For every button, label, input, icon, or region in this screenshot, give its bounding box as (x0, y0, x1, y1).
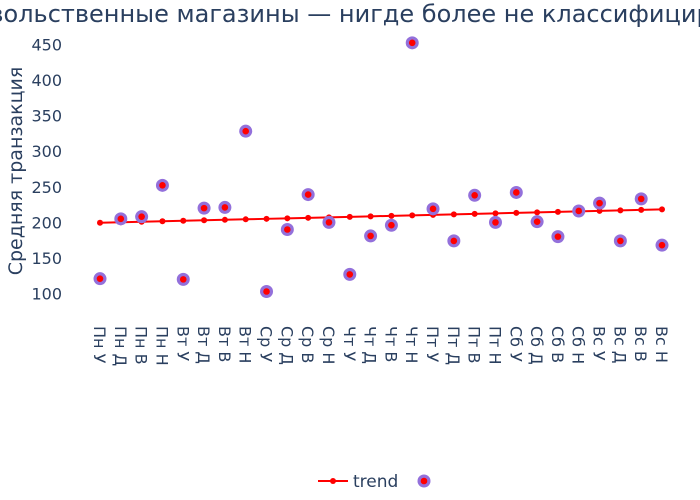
y-tick-label: 250 (31, 178, 62, 197)
scatter-series (93, 36, 669, 298)
scatter-point (179, 276, 187, 283)
scatter-point (450, 237, 458, 245)
chart-title: Непродовольственные магазины — нигде бол… (0, 0, 700, 28)
y-tick-label: 450 (31, 35, 62, 54)
x-tick-label: Пт Д (444, 326, 463, 365)
x-tick-label: Чт У (340, 326, 359, 361)
x-tick-label: Чт В (381, 326, 400, 362)
scatter-point (159, 182, 166, 189)
scatter-point (429, 205, 437, 213)
trend-point (638, 206, 645, 213)
x-tick-label: Пн Н (152, 326, 171, 366)
x-tick-label: Чт Н (402, 326, 421, 363)
y-axis-label: Средняя транзакция (5, 67, 27, 276)
x-tick-label: Вс Н (652, 326, 671, 363)
scatter-point (575, 207, 583, 215)
trend-line (99, 208, 663, 224)
scatter-point (554, 233, 562, 240)
trend-point (284, 215, 291, 222)
y-tick-label: 350 (31, 107, 62, 126)
x-tick-label: Вс Д (610, 326, 629, 363)
x-tick-label: Сб Д (527, 326, 546, 365)
scatter-point (200, 204, 208, 212)
trend-point (263, 215, 270, 222)
trend-point (159, 218, 166, 225)
x-tick-label: Пн В (132, 326, 151, 365)
x-tick-label: Ср У (257, 326, 276, 362)
scatter-point (492, 219, 499, 226)
scatter-point (304, 191, 312, 198)
legend[interactable]: trend (318, 472, 431, 492)
x-tick-label: Пт Н (485, 326, 504, 364)
trend-point (221, 216, 228, 223)
x-tick-label: Сб Н (569, 326, 588, 364)
scatter-point (408, 39, 416, 47)
x-tick-label: Вт У (173, 326, 192, 361)
scatter-point (96, 275, 104, 282)
scatter-point (367, 232, 374, 240)
trend-point (659, 206, 665, 213)
scatter-point (263, 288, 270, 295)
scatter-point (325, 219, 333, 226)
y-tick-label: 150 (31, 249, 62, 268)
x-tick-label: Пн Д (111, 326, 130, 366)
scatter-point (658, 241, 666, 249)
x-tick-label: Сб В (548, 326, 567, 363)
scatter-point (637, 195, 645, 203)
scatter-point (242, 127, 250, 135)
y-tick-label: 100 (31, 285, 62, 304)
trend-point (180, 217, 187, 224)
trend-point (346, 213, 353, 220)
x-tick-label: Вт Д (194, 326, 213, 364)
x-tick-label: Вс В (631, 326, 650, 362)
x-tick-label: Сб У (506, 326, 525, 362)
x-tick-label: Чт Д (361, 326, 380, 364)
scatter-point (388, 221, 395, 229)
trend-point (305, 214, 312, 221)
x-tick-label: Пт В (465, 326, 484, 363)
trend-point (617, 207, 624, 214)
trend-point (97, 219, 103, 226)
trend-point (471, 210, 478, 217)
x-tick-label: Вт Н (236, 326, 255, 363)
scatter-point (284, 226, 291, 233)
scatter-point (117, 215, 125, 223)
y-tick-label: 300 (31, 142, 62, 161)
trend-point (554, 208, 561, 215)
scatter-point (346, 271, 354, 278)
trend-point (388, 212, 395, 219)
x-tick-label: Вт В (215, 326, 234, 362)
trend-point (450, 211, 457, 218)
scatter-point (617, 237, 624, 245)
legend-trend-marker (330, 478, 336, 484)
trend-point (409, 212, 416, 219)
x-tick-label: Вс У (590, 326, 609, 361)
trend-point (492, 210, 499, 217)
scatter-point (533, 218, 541, 225)
x-axis-ticks: Пн У Пн Д Пн В Пн Н Вт У Вт Д Вт В Вт Н Ср У Ср Д… (90, 326, 671, 366)
trend-point (367, 213, 374, 220)
legend-trend-label: trend (353, 472, 398, 492)
trend-point (242, 216, 249, 223)
y-tick-label: 200 (31, 213, 62, 232)
scatter-point (596, 199, 603, 207)
trend-point (513, 209, 520, 216)
x-tick-label: Пт У (423, 326, 442, 362)
trend-point (201, 217, 208, 224)
y-axis-ticks: 100 150 200 250 300 350 400 450 (31, 35, 62, 303)
legend-scatter-marker-inner (420, 477, 428, 485)
x-tick-label: Ср В (298, 326, 317, 363)
trend-point (534, 209, 541, 216)
scatter-point (471, 192, 478, 199)
scatter-point (512, 189, 520, 196)
scatter-point (138, 213, 145, 220)
y-tick-label: 400 (31, 71, 62, 90)
x-tick-label: Ср Д (277, 326, 296, 365)
x-tick-label: Ср Н (319, 326, 338, 364)
x-tick-label: Пн У (90, 326, 109, 364)
scatter-point (221, 204, 229, 211)
